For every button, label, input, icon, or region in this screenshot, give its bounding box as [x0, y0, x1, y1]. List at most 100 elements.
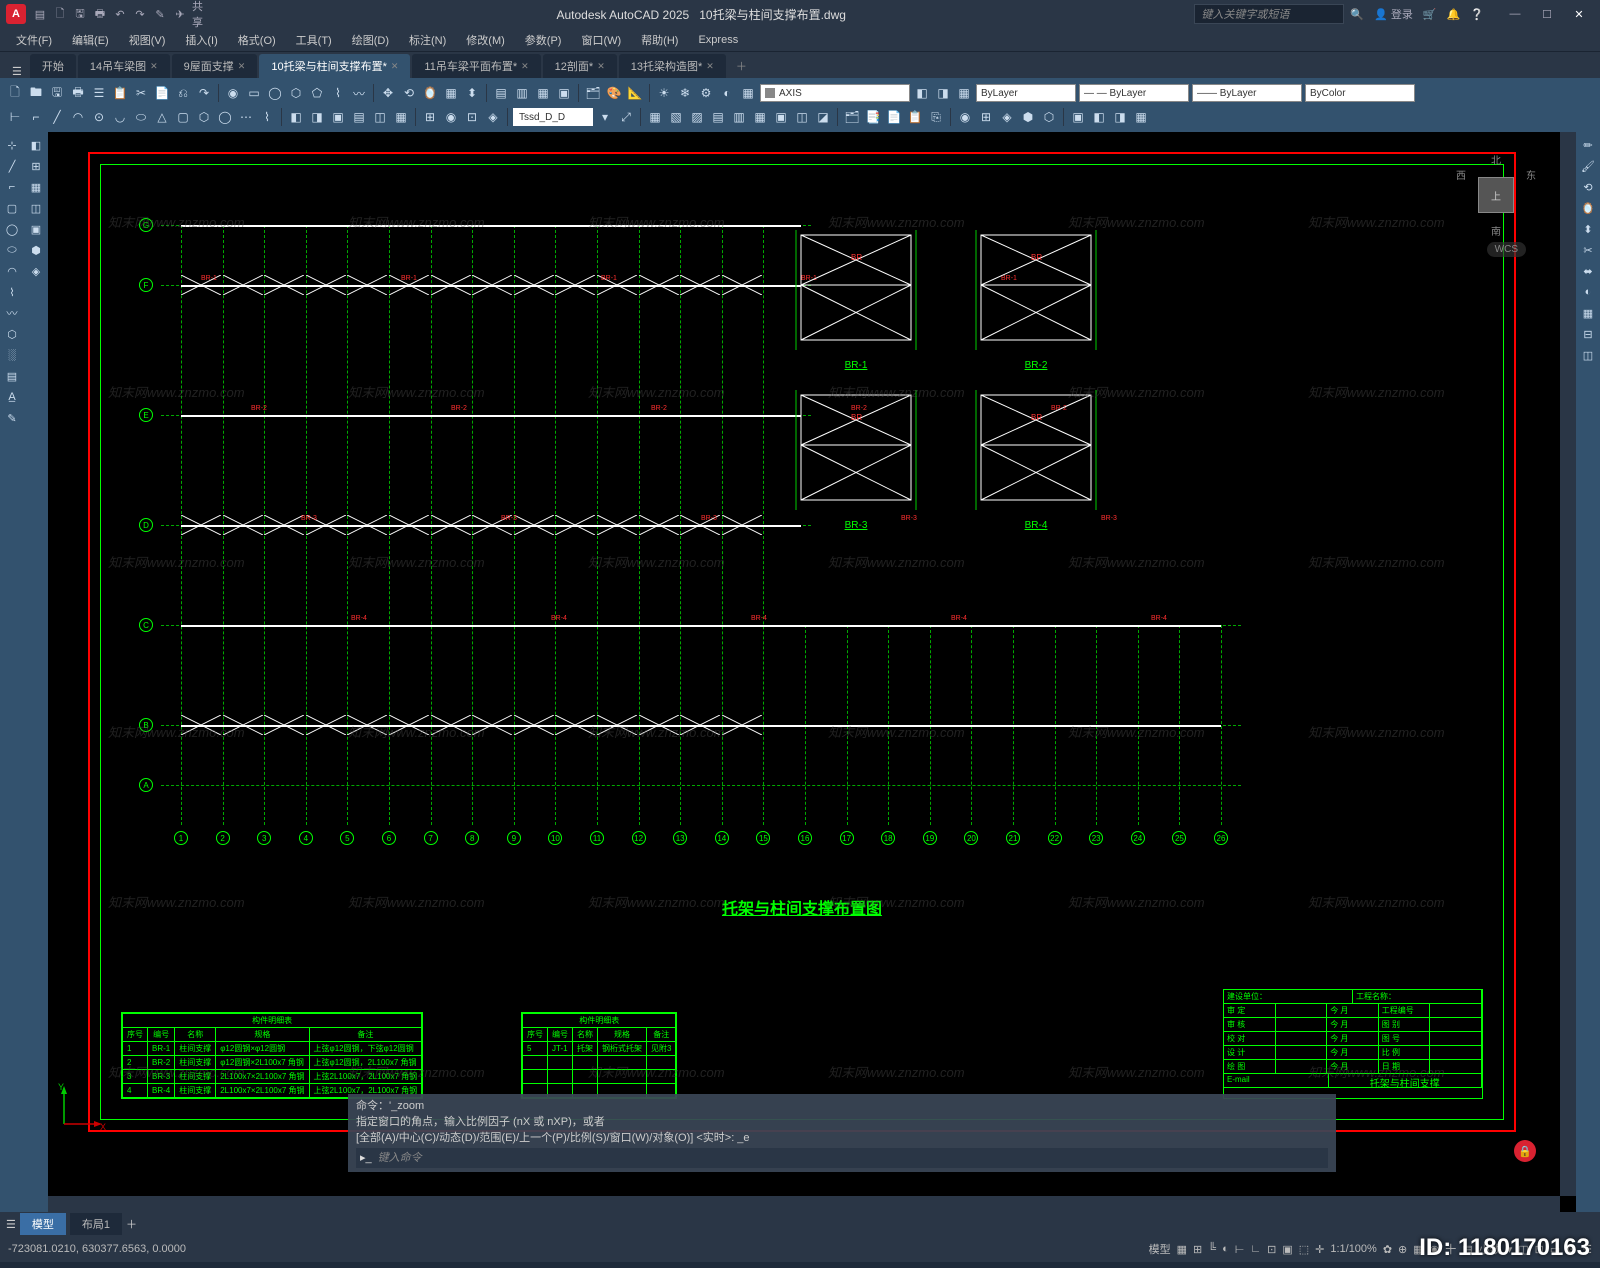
ribbon-button[interactable]: ◯ [216, 108, 234, 126]
ribbon-button[interactable]: ⬡ [195, 108, 213, 126]
ribbon-button[interactable]: ▧ [667, 108, 685, 126]
ribbon-button[interactable]: 🖫 [48, 84, 66, 102]
tool-button[interactable]: ⊟ [1579, 325, 1597, 343]
ribbon-button[interactable]: ◨ [934, 84, 952, 102]
ribbon-button[interactable]: ⬡ [287, 84, 305, 102]
ribbon-button[interactable]: 📄 [153, 84, 171, 102]
ribbon-button[interactable]: ▤ [350, 108, 368, 126]
tool-button[interactable]: ⊞ [27, 157, 45, 175]
ribbon-button[interactable]: ▦ [955, 84, 973, 102]
ribbon-button[interactable]: ▨ [688, 108, 706, 126]
qat-button-6[interactable]: ✎ [152, 6, 168, 22]
ribbon-button[interactable]: ⤢ [617, 108, 635, 126]
ribbon-button[interactable]: ▦ [646, 108, 664, 126]
ribbon-button[interactable]: ◧ [287, 108, 305, 126]
tool-button[interactable]: ⬢ [27, 241, 45, 259]
qat-button-1[interactable]: 🗋 [52, 6, 68, 22]
menu-item[interactable]: 参数(P) [517, 30, 570, 50]
ribbon-button[interactable]: 🗂 [843, 108, 861, 126]
ribbon-button[interactable]: ▾ [596, 108, 614, 126]
ribbon-button[interactable]: ❄ [676, 84, 694, 102]
ribbon-button[interactable]: ◈ [484, 108, 502, 126]
tool-button[interactable]: ✂ [1579, 241, 1597, 259]
command-line[interactable]: 命令：'_zoom 指定窗口的角点，输入比例因子 (nX 或 nXP)，或者 [… [348, 1094, 1336, 1172]
status-toggle[interactable]: ▦ [1177, 1243, 1187, 1256]
ribbon-button[interactable]: ╱ [48, 108, 66, 126]
tool-button[interactable]: ◠ [3, 262, 21, 280]
tool-button[interactable]: ⌐ [3, 178, 21, 196]
file-tab[interactable]: 13托梁构造图*✕ [619, 54, 726, 78]
tool-button[interactable]: ⬡ [3, 325, 21, 343]
ribbon-button[interactable]: ◡ [111, 108, 129, 126]
property-selector[interactable]: — — ByLayer [1079, 84, 1189, 102]
close-icon[interactable]: ✕ [521, 61, 529, 72]
qat-button-0[interactable]: ▤ [32, 6, 48, 22]
layout-tab-model[interactable]: 模型 [20, 1213, 66, 1235]
status-toggle[interactable]: 模型 [1149, 1241, 1171, 1257]
layout-tab-1[interactable]: 布局1 [70, 1213, 122, 1235]
tool-button[interactable]: ⊹ [3, 136, 21, 154]
qat-button-5[interactable]: ↷ [132, 6, 148, 22]
qat-button-2[interactable]: 🖫 [72, 6, 88, 22]
close-icon[interactable]: ✕ [391, 61, 399, 72]
signin-button[interactable]: 👤 登录 [1374, 6, 1413, 22]
close-icon[interactable]: ✕ [238, 61, 246, 72]
menu-item[interactable]: 插入(I) [177, 30, 225, 50]
file-tab[interactable]: 14吊车梁图✕ [78, 54, 170, 78]
file-tab[interactable]: 开始 [30, 54, 76, 78]
tool-button[interactable]: ◧ [27, 136, 45, 154]
tool-button[interactable]: ◈ [27, 262, 45, 280]
tool-button[interactable]: ✎ [3, 409, 21, 427]
ribbon-button[interactable]: ▥ [513, 84, 531, 102]
layer-selector[interactable]: AXIS [760, 84, 910, 102]
ribbon-button[interactable]: ▦ [739, 84, 757, 102]
app-icon[interactable]: A [6, 4, 26, 24]
ribbon-button[interactable]: ⋯ [237, 108, 255, 126]
ribbon-button[interactable]: 📄 [885, 108, 903, 126]
status-toggle[interactable]: ◐ [1222, 1243, 1229, 1255]
tool-button[interactable]: ⬍ [1579, 220, 1597, 238]
tool-button[interactable]: ⬭ [3, 241, 21, 259]
property-selector[interactable]: ByLayer [976, 84, 1076, 102]
ribbon-button[interactable]: ▢ [174, 108, 192, 126]
ribbon-button[interactable]: ⎘ [927, 108, 945, 126]
ribbon-button[interactable]: ◠ [69, 108, 87, 126]
ribbon-button[interactable]: ◫ [793, 108, 811, 126]
lock-icon[interactable]: 🔒 [1514, 1140, 1536, 1162]
ribbon-button[interactable]: ▦ [751, 108, 769, 126]
tool-button[interactable]: ▢ [3, 199, 21, 217]
qat-button-3[interactable]: 🖶 [92, 6, 108, 22]
file-tab[interactable]: 11吊车梁平面布置*✕ [412, 54, 540, 78]
tool-button[interactable]: ▤ [3, 367, 21, 385]
ribbon-button[interactable]: 📐 [626, 84, 644, 102]
ribbon-button[interactable]: 📑 [864, 108, 882, 126]
tool-button[interactable]: ✏ [1579, 136, 1597, 154]
tool-button[interactable]: ⬌ [1579, 262, 1597, 280]
ribbon-button[interactable]: ▦ [1132, 108, 1150, 126]
status-toggle[interactable]: ⊕ [1398, 1243, 1407, 1256]
ribbon-button[interactable]: ▣ [1069, 108, 1087, 126]
layout-tabs-menu-icon[interactable]: ☰ [6, 1218, 16, 1231]
status-toggle[interactable]: ⊢ [1235, 1243, 1245, 1256]
wcs-badge[interactable]: WCS [1487, 242, 1526, 257]
close-button[interactable]: ✕ [1564, 4, 1594, 24]
tool-button[interactable]: ◫ [27, 199, 45, 217]
menu-item[interactable]: 帮助(H) [633, 30, 686, 50]
search-icon[interactable]: 🔍 [1350, 8, 1364, 21]
textstyle-selector[interactable]: Tssd_D_D [513, 108, 593, 126]
tool-button[interactable]: ▦ [1579, 304, 1597, 322]
ribbon-button[interactable]: ⊢ [6, 108, 24, 126]
ribbon-button[interactable]: ◈ [998, 108, 1016, 126]
file-tab[interactable]: 10托梁与柱间支撑布置*✕ [259, 54, 410, 78]
ribbon-button[interactable]: ◪ [814, 108, 832, 126]
status-toggle[interactable]: ▣ [1282, 1243, 1292, 1256]
close-icon[interactable]: ✕ [597, 61, 605, 72]
ribbon-button[interactable]: ⟲ [400, 84, 418, 102]
status-toggle[interactable]: ✿ [1383, 1243, 1392, 1256]
drawing-canvas[interactable]: GFEDCBA123456789101112131415161718192021… [48, 132, 1576, 1212]
view-cube[interactable]: 北 西上东 南 [1456, 152, 1536, 232]
filetabs-menu-icon[interactable]: ☰ [6, 65, 28, 78]
ribbon-button[interactable]: ◨ [1111, 108, 1129, 126]
property-selector[interactable]: —— ByLayer [1192, 84, 1302, 102]
ribbon-button[interactable]: 🖶 [69, 84, 87, 102]
